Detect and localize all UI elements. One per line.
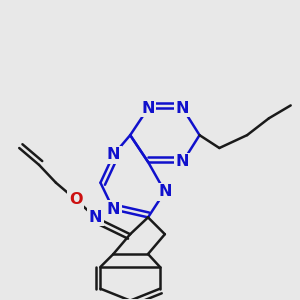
Text: N: N: [141, 101, 155, 116]
Text: N: N: [106, 148, 120, 163]
Text: N: N: [89, 210, 102, 225]
Text: O: O: [69, 192, 82, 207]
Text: N: N: [106, 202, 120, 217]
Text: N: N: [158, 184, 172, 199]
Text: N: N: [176, 154, 189, 169]
Text: N: N: [176, 101, 189, 116]
